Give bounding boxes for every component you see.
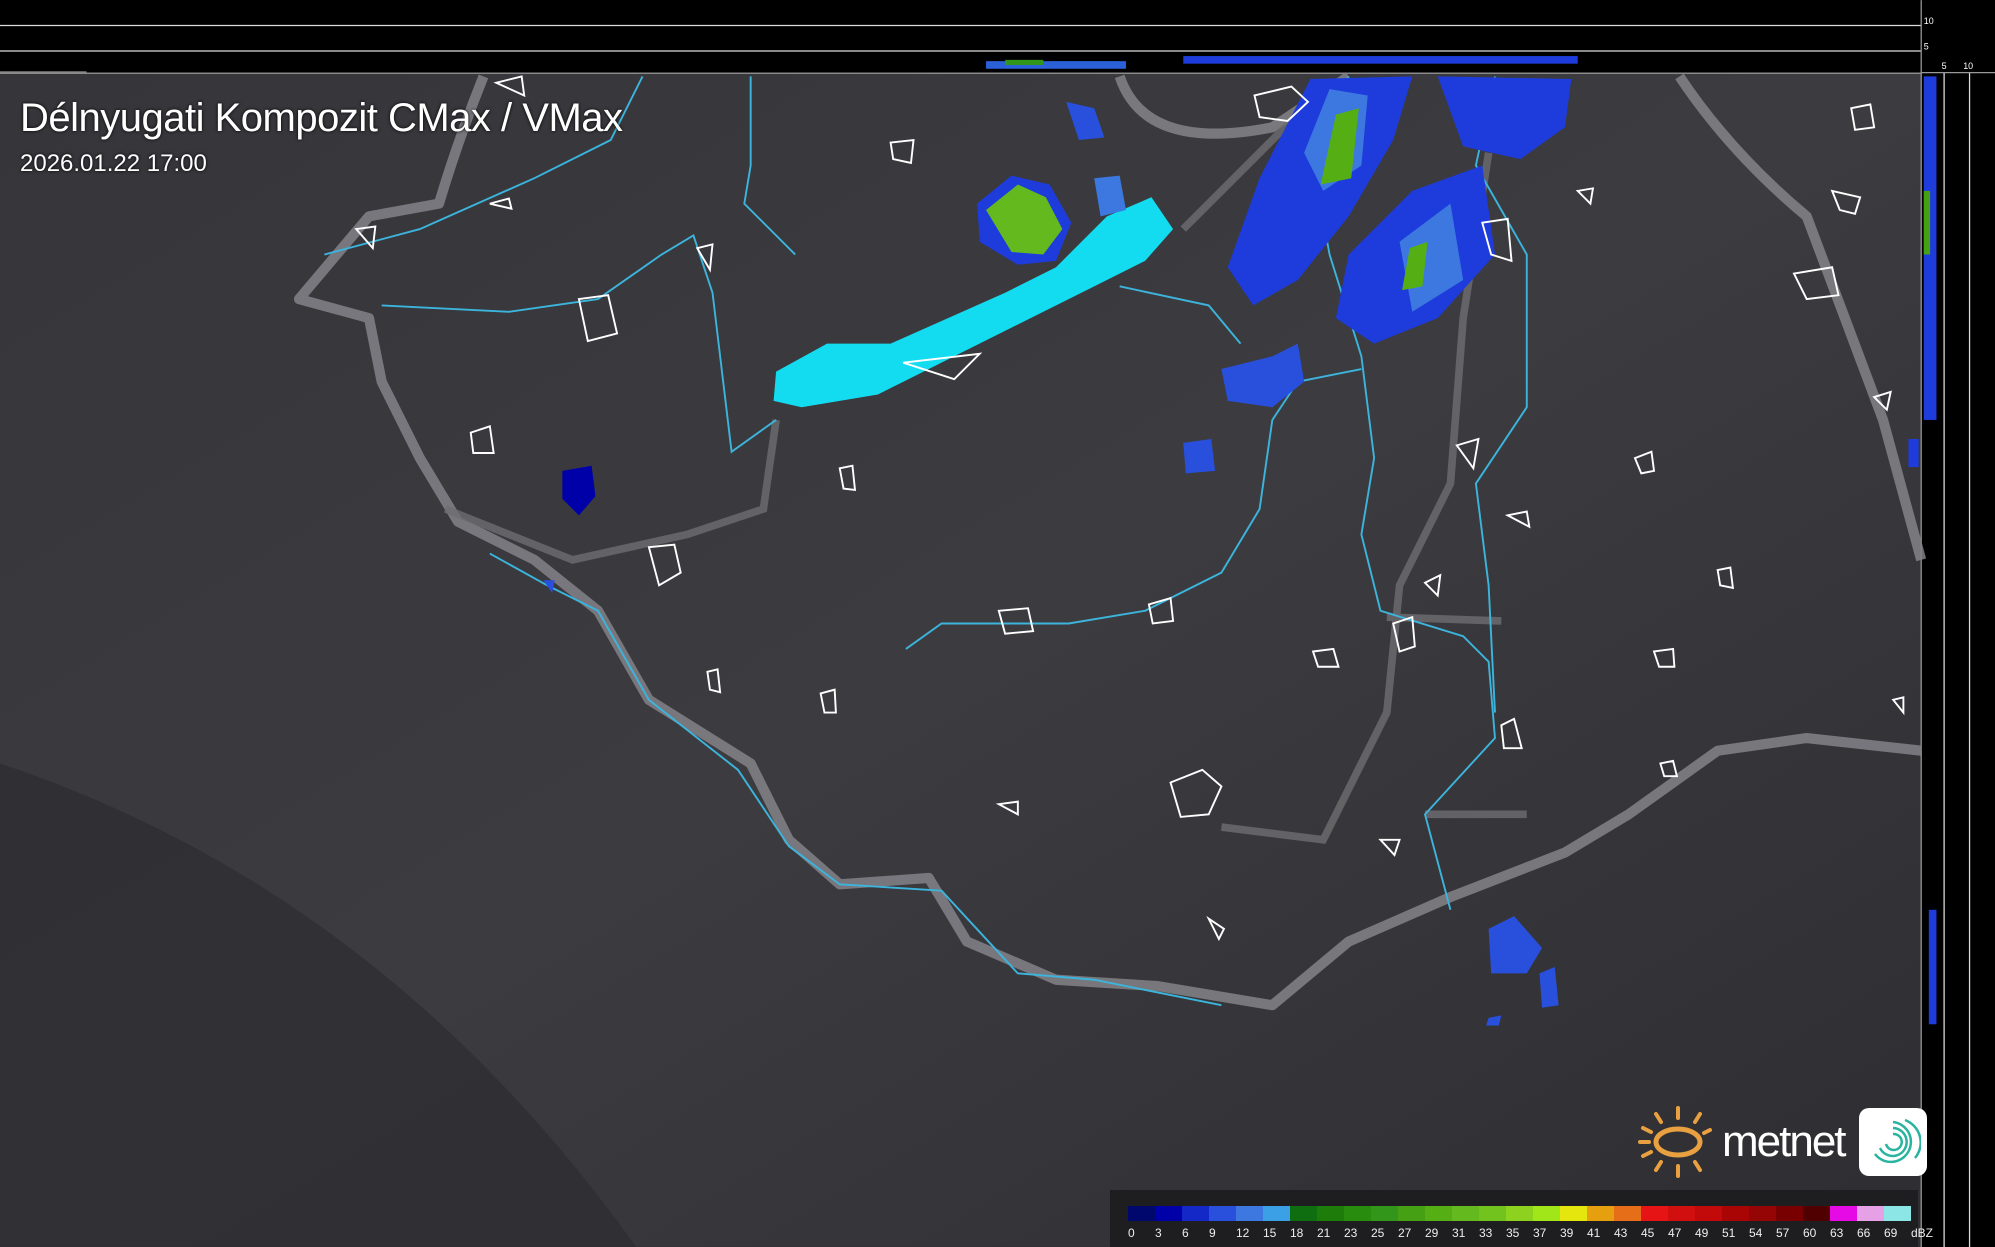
legend-color-bar — [1128, 1206, 1911, 1221]
legend-label: 23 — [1344, 1226, 1358, 1240]
sun-icon — [1638, 1106, 1712, 1178]
legend-swatch — [1263, 1206, 1290, 1221]
legend-swatch — [1209, 1206, 1236, 1221]
legend-label: 54 — [1749, 1226, 1763, 1240]
terrain-shade — [0, 763, 637, 1247]
legend-label: 39 — [1560, 1226, 1574, 1240]
legend-swatch — [1344, 1206, 1371, 1221]
radar-echoes — [543, 76, 1572, 1026]
legend-swatch — [1371, 1206, 1398, 1221]
legend-label: 69 — [1884, 1226, 1898, 1240]
legend-label: 9 — [1209, 1226, 1216, 1240]
country-border — [293, 72, 1927, 1011]
legend-swatch — [1425, 1206, 1452, 1221]
legend-label: 43 — [1614, 1226, 1628, 1240]
legend-swatch — [1830, 1206, 1857, 1221]
top-profile-echo — [986, 61, 1127, 69]
legend-swatch — [1398, 1206, 1425, 1221]
scale-label: 10 — [1924, 16, 1934, 26]
top-profile-echo — [1183, 56, 1578, 64]
scale-label: 5 — [1942, 61, 1947, 71]
map-timestamp: 2026.01.22 17:00 — [20, 150, 207, 177]
metnet-swirl-app-icon — [1858, 1108, 1927, 1176]
legend-label: 57 — [1776, 1226, 1790, 1240]
top-profile-echo — [1005, 59, 1044, 65]
legend-swatch — [1668, 1206, 1695, 1221]
legend-labels: 0 3 6 9 12 15 18 21 23 25 27 29 31 33 35 37 39 41 43 45 47 49… — [1128, 1226, 1938, 1240]
lake-balaton — [773, 197, 1174, 408]
legend-swatch — [1695, 1206, 1722, 1221]
legend-swatch — [1128, 1206, 1155, 1221]
legend-swatch — [1641, 1206, 1668, 1221]
scale-label: 5 — [1924, 42, 1929, 52]
legend-label: 63 — [1830, 1226, 1844, 1240]
legend-label: 33 — [1479, 1226, 1493, 1240]
legend-swatch — [1884, 1206, 1911, 1221]
legend-swatch — [1857, 1206, 1884, 1221]
legend-label: 18 — [1290, 1226, 1304, 1240]
legend-swatch — [1479, 1206, 1506, 1221]
legend-label: 15 — [1263, 1226, 1277, 1240]
legend-label: 0 — [1128, 1226, 1135, 1240]
legend-label: 45 — [1641, 1226, 1655, 1240]
legend-label: 49 — [1695, 1226, 1709, 1240]
legend-label: 6 — [1182, 1226, 1189, 1240]
legend-unit: dBZ — [1911, 1226, 1934, 1240]
metnet-logo: metnet — [1636, 1104, 1927, 1180]
legend-swatch — [1749, 1206, 1776, 1221]
legend-label: 21 — [1317, 1226, 1331, 1240]
legend-swatch — [1236, 1206, 1263, 1221]
legend-swatch — [1560, 1206, 1587, 1221]
legend-swatch — [1776, 1206, 1803, 1221]
legend-label: 27 — [1398, 1226, 1412, 1240]
map-title: Délnyugati Kompozit CMax / VMax — [20, 96, 623, 140]
legend-label: 29 — [1425, 1226, 1439, 1240]
top-cross-section-panel — [0, 0, 1995, 73]
legend-label: 3 — [1155, 1226, 1162, 1240]
river — [324, 75, 1528, 1007]
brand-name: metnet — [1722, 1117, 1847, 1166]
scale-label: 10 — [1963, 61, 1973, 71]
legend-swatch — [1506, 1206, 1533, 1221]
legend-label: 66 — [1857, 1226, 1871, 1240]
legend-swatch — [1290, 1206, 1317, 1221]
legend-swatch — [1722, 1206, 1749, 1221]
side-profile-echo — [1928, 909, 1937, 1025]
legend-label: 31 — [1452, 1226, 1466, 1240]
settlement-outlines — [354, 75, 1905, 942]
legend-label: 41 — [1587, 1226, 1601, 1240]
legend-label: 37 — [1533, 1226, 1547, 1240]
legend-swatch — [1803, 1206, 1830, 1221]
legend-label: 35 — [1506, 1226, 1520, 1240]
legend-label: 25 — [1371, 1226, 1385, 1240]
legend-label: 51 — [1722, 1226, 1736, 1240]
legend-swatch — [1614, 1206, 1641, 1221]
dbz-color-legend: 0 3 6 9 12 15 18 21 23 25 27 29 31 33 35 37 39 41 43 45 47 49… — [1110, 1190, 1933, 1247]
side-profile-echo — [1923, 190, 1931, 255]
legend-label: 47 — [1668, 1226, 1682, 1240]
legend-label: 60 — [1803, 1226, 1817, 1240]
legend-swatch — [1155, 1206, 1182, 1221]
legend-swatch — [1587, 1206, 1614, 1221]
legend-swatch — [1452, 1206, 1479, 1221]
legend-swatch — [1317, 1206, 1344, 1221]
legend-swatch — [1182, 1206, 1209, 1221]
legend-label: 12 — [1236, 1226, 1250, 1240]
legend-swatch — [1533, 1206, 1560, 1221]
